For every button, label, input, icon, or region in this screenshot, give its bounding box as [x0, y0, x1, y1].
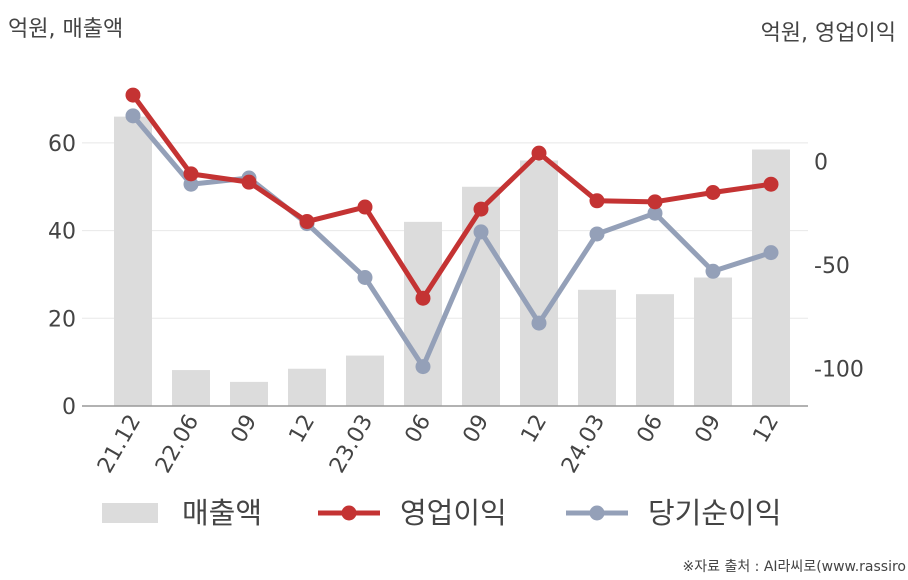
operating-profit-point: [589, 193, 605, 209]
operating-profit-point: [125, 87, 141, 103]
net-income-point: [415, 359, 431, 375]
legend-marker-operating-profit: [341, 505, 357, 521]
operating-profit-point: [415, 290, 431, 306]
net-income-point: [589, 226, 605, 242]
revenue-bar: [404, 221, 442, 406]
revenue-bars: [114, 116, 790, 406]
left-y-tick-label: 0: [62, 395, 76, 420]
revenue-bar: [462, 186, 500, 406]
revenue-bar: [288, 368, 326, 406]
x-tick-label: 12: [517, 411, 553, 448]
net-income-point: [473, 224, 489, 240]
operating-profit-point: [299, 214, 315, 230]
right-y-ticks: 0 -50 -100: [814, 150, 864, 382]
left-y-ticks: 0 20 40 60: [48, 132, 76, 420]
revenue-bar: [578, 289, 616, 406]
revenue-bar: [114, 116, 152, 406]
operating-profit-point: [531, 145, 547, 161]
x-tick-label: 09: [691, 411, 727, 448]
profit-lines: [125, 87, 779, 375]
x-tick-label: 06: [401, 411, 437, 448]
x-tick-label: 22.06: [151, 411, 204, 478]
operating-profit-point: [241, 174, 257, 190]
left-y-tick-label: 60: [48, 132, 76, 157]
operating-profit-point: [705, 185, 721, 201]
x-tick-label: 23.03: [325, 411, 378, 478]
legend-swatch-revenue: [102, 503, 158, 523]
operating-profit-line: [130, 92, 774, 301]
x-tick-label: 12: [285, 411, 321, 448]
net-income-line: [130, 113, 774, 370]
revenue-bar: [636, 294, 674, 406]
net-income-point: [183, 176, 199, 192]
legend-label: 당기순이익: [648, 496, 781, 530]
operating-profit-point: [473, 201, 489, 217]
revenue-bar: [752, 149, 790, 406]
operating-profit-point: [357, 199, 373, 215]
right-axis-unit-label: 억원, 영업이익: [761, 21, 896, 46]
right-y-tick-label: -50: [814, 254, 850, 279]
legend-label: 영업이익: [400, 496, 507, 530]
revenue-bar: [520, 160, 558, 406]
operating-profit-point: [183, 166, 199, 182]
net-income-point: [125, 108, 141, 124]
x-tick-label: 12: [749, 411, 785, 448]
net-income-point: [647, 205, 663, 221]
net-income-point: [763, 245, 779, 261]
legend-label: 매출액: [182, 496, 262, 530]
revenue-bar: [346, 355, 384, 406]
x-tick-label: 24.03: [557, 411, 610, 478]
net-income-point: [531, 315, 547, 331]
legend: 매출액 영업이익 당기순이익: [102, 496, 781, 530]
right-y-tick-label: 0: [814, 150, 828, 175]
left-axis-unit-label: 억원, 매출액: [8, 17, 123, 42]
operating-profit-point: [763, 176, 779, 192]
x-tick-label: 09: [227, 411, 263, 448]
operating-profit-point: [647, 194, 663, 210]
x-tick-label: 09: [459, 411, 495, 448]
revenue-bar: [694, 277, 732, 406]
revenue-bar: [230, 381, 268, 406]
legend-marker-net-income: [589, 505, 605, 521]
left-y-tick-label: 20: [48, 307, 76, 332]
source-note: ※자료 출처 : AI라씨로(www.rassiro: [683, 559, 906, 575]
x-tick-label: 21.12: [93, 411, 146, 478]
left-y-tick-label: 40: [48, 220, 76, 245]
net-income-point: [705, 263, 721, 279]
net-income-point: [357, 269, 373, 285]
revenue-bar: [172, 370, 210, 406]
x-tick-label: 06: [633, 411, 669, 448]
right-y-tick-label: -100: [814, 358, 864, 383]
x-tick-labels: 21.12 22.06 09 12 23.03 06 09 12 24.03 06 09 12: [93, 411, 784, 478]
